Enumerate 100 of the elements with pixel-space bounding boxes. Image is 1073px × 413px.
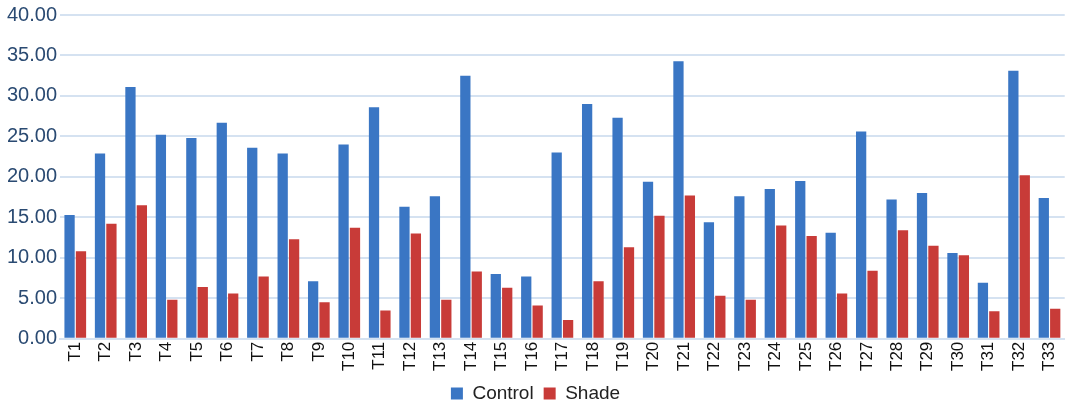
bar	[349, 227, 361, 338]
y-tick-label: 35.00	[6, 42, 58, 65]
bar	[612, 117, 623, 338]
bar	[288, 239, 300, 338]
bar	[897, 230, 909, 338]
bar	[502, 287, 513, 338]
bar	[186, 138, 197, 338]
bar	[623, 247, 635, 338]
x-tick-label: T31	[978, 341, 998, 371]
bar	[429, 196, 441, 338]
bar	[581, 104, 593, 338]
bar	[258, 276, 269, 338]
bar	[125, 87, 136, 338]
x-tick-label: T33	[1039, 341, 1059, 371]
x-tick-label: T32	[1008, 341, 1028, 371]
bar	[642, 181, 654, 338]
bar	[460, 75, 471, 338]
bar	[94, 153, 106, 338]
bar	[532, 305, 543, 338]
x-tick-label: T18	[582, 341, 602, 371]
bar	[703, 222, 715, 338]
bar	[776, 225, 787, 338]
y-tick-label: 25.00	[6, 123, 58, 146]
y-tick-label: 15.00	[6, 204, 58, 227]
bar	[684, 195, 696, 338]
x-tick-label: T10	[338, 341, 358, 371]
bar	[715, 295, 726, 338]
bar	[167, 299, 178, 338]
bar	[399, 206, 410, 338]
bar	[75, 251, 87, 338]
legend-label: Shade	[565, 381, 621, 403]
x-tick-label: T14	[460, 341, 480, 371]
bar	[490, 273, 501, 338]
x-tick-label: T29	[917, 341, 937, 371]
x-tick-label: T24	[765, 341, 785, 371]
bar	[673, 61, 684, 338]
x-tick-label: T5	[186, 341, 206, 362]
x-tick-label: T27	[856, 341, 876, 371]
x-tick-label: T15	[491, 341, 511, 371]
bar	[928, 245, 939, 338]
bar	[338, 144, 349, 338]
bar	[441, 299, 452, 338]
bar	[562, 320, 574, 338]
bar	[228, 293, 239, 338]
bar	[867, 270, 878, 338]
bar	[471, 271, 482, 338]
bar	[106, 223, 117, 338]
x-tick-label: T11	[369, 341, 389, 370]
x-tick-label: T9	[308, 341, 328, 362]
x-tick-label: T2	[95, 341, 115, 362]
bar	[155, 134, 167, 338]
bar	[64, 214, 75, 338]
bar	[916, 193, 928, 338]
bar	[593, 281, 604, 338]
bar	[319, 302, 330, 338]
bar	[654, 215, 665, 338]
x-tick-label: T3	[125, 341, 145, 362]
y-tick-label: 10.00	[6, 245, 58, 268]
bar	[247, 147, 258, 338]
x-tick-label: T13	[430, 341, 450, 371]
bar	[977, 282, 989, 338]
bar	[825, 232, 836, 338]
x-tick-label: T21	[673, 341, 693, 371]
bar	[989, 311, 1000, 338]
bar	[745, 299, 756, 338]
x-tick-label: T28	[886, 341, 906, 371]
bar	[197, 286, 208, 338]
bar	[1038, 197, 1049, 338]
x-tick-label: T26	[826, 341, 846, 371]
bar	[855, 131, 867, 338]
x-tick-label: T8	[278, 341, 298, 362]
x-tick-label: T17	[552, 341, 572, 371]
x-tick-label: T7	[247, 341, 267, 362]
bar	[410, 233, 422, 338]
bar	[216, 122, 227, 338]
bar	[277, 153, 288, 338]
bar	[1019, 175, 1030, 338]
x-tick-label: T12	[399, 341, 419, 371]
x-tick-label: T30	[947, 341, 967, 371]
bar	[1008, 70, 1019, 338]
y-tick-label: 30.00	[6, 83, 58, 106]
y-tick-label: 40.00	[6, 2, 58, 25]
bar	[136, 205, 148, 338]
bar	[836, 293, 848, 338]
bar	[764, 188, 775, 338]
y-tick-label: 0.00	[18, 326, 58, 349]
legend-label: Control	[472, 381, 534, 403]
bar	[795, 180, 806, 338]
bar	[551, 152, 562, 338]
bar	[734, 196, 745, 338]
bar	[521, 276, 532, 338]
x-tick-label: T20	[643, 341, 663, 371]
x-tick-label: T22	[704, 341, 724, 371]
y-tick-label: 20.00	[6, 164, 58, 187]
x-tick-label: T1	[64, 341, 84, 362]
bar	[958, 255, 970, 338]
bar	[1050, 308, 1061, 338]
x-tick-label: T16	[521, 341, 541, 371]
x-tick-label: T19	[612, 341, 632, 371]
bar	[380, 310, 391, 338]
